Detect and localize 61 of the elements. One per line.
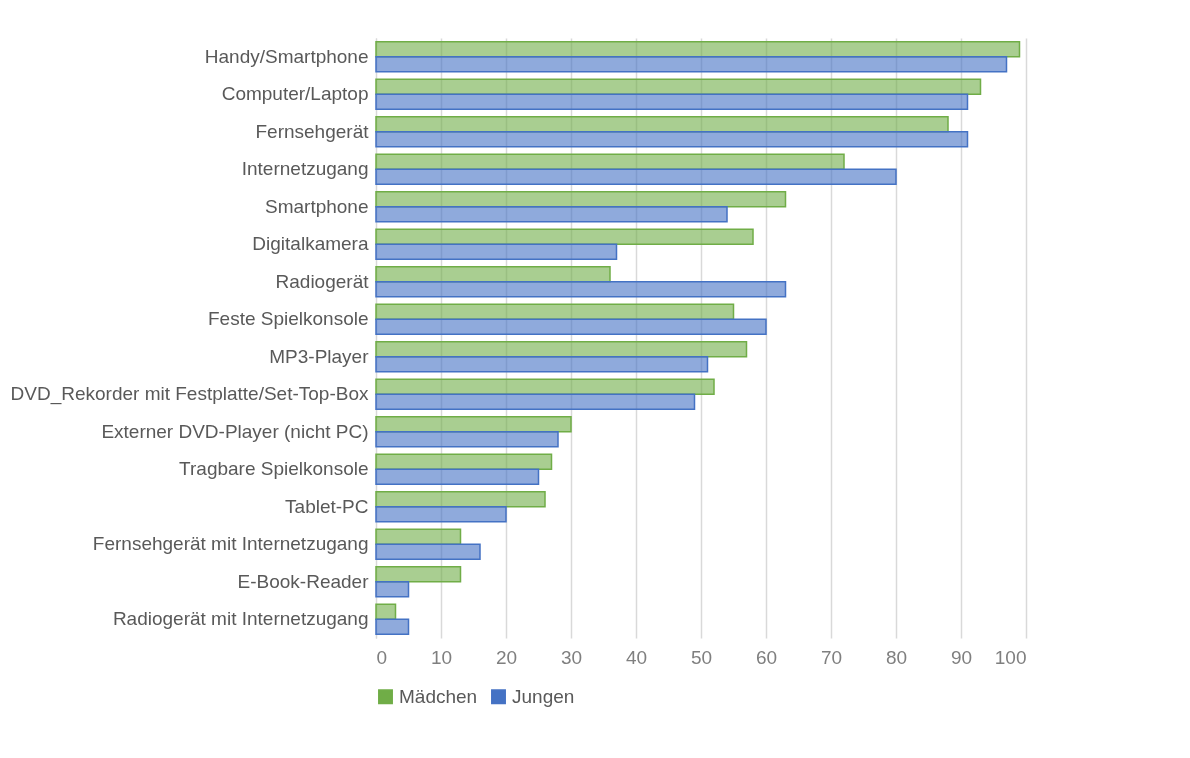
bar <box>375 153 845 170</box>
y-tick-label: Radiogerät mit Internetzugang <box>112 608 369 630</box>
y-tick-label: Smartphone <box>264 195 369 217</box>
x-tick-label: 70 <box>820 646 843 668</box>
bar <box>375 303 735 320</box>
bar <box>375 56 1008 73</box>
bar <box>375 416 572 433</box>
x-tick-label: 0 <box>376 646 388 668</box>
bar <box>375 168 897 185</box>
y-tick-label: Feste Spielkonsole <box>207 308 369 330</box>
bar <box>375 93 969 110</box>
bar <box>375 281 787 298</box>
bar <box>375 468 540 485</box>
y-tick-label: Fernsehgerät mit Internetzugang <box>92 533 369 555</box>
y-tick-label: E-Book-Reader <box>237 570 370 592</box>
x-tick-label: 40 <box>625 646 648 668</box>
bar <box>375 378 715 395</box>
y-tick-label: Tragbare Spielkonsole <box>179 458 369 480</box>
bar <box>375 566 462 583</box>
bar <box>375 581 410 598</box>
bar <box>375 543 481 560</box>
bar <box>375 41 1021 58</box>
x-tick-label: 60 <box>755 646 778 668</box>
y-tick-label: Radiogerät <box>275 270 370 292</box>
bar <box>375 206 728 223</box>
bar <box>375 228 754 245</box>
y-tick-label: Externer DVD-Player (nicht PC) <box>101 420 369 442</box>
bar <box>375 491 546 508</box>
x-tick-label: 30 <box>560 646 583 668</box>
bar <box>375 78 982 95</box>
y-tick-label: Fernsehgerät <box>255 120 370 142</box>
x-tick-label: 50 <box>690 646 713 668</box>
x-tick-label: 10 <box>430 646 453 668</box>
bar <box>375 266 611 283</box>
bar <box>375 431 559 448</box>
legend-label: Mädchen <box>399 685 478 707</box>
bar <box>375 243 618 260</box>
bar <box>375 393 696 410</box>
y-tick-label: Handy/Smartphone <box>204 45 369 67</box>
x-tick-label: 90 <box>950 646 973 668</box>
bar <box>375 603 397 620</box>
bar <box>375 116 949 133</box>
bar <box>375 506 507 523</box>
bar <box>375 341 748 358</box>
y-tick-label: MP3-Player <box>269 345 370 367</box>
bar <box>375 453 553 470</box>
x-tick-label: 20 <box>495 646 518 668</box>
y-tick-label: Computer/Laptop <box>221 83 369 105</box>
y-tick-label: Tablet-PC <box>285 495 369 517</box>
x-tick-label: 80 <box>885 646 908 668</box>
y-tick-label: DVD_Rekorder mit Festplatte/Set-Top-Box <box>10 383 369 406</box>
bar <box>375 191 787 208</box>
bar <box>375 528 462 545</box>
bar <box>375 318 767 335</box>
y-tick-label: Internetzugang <box>241 158 369 180</box>
bar <box>375 131 969 148</box>
y-tick-label: Digitalkamera <box>252 233 369 255</box>
bar <box>375 618 410 635</box>
legend-label: Jungen <box>512 685 575 707</box>
x-tick-label: 100 <box>994 646 1027 668</box>
bar <box>375 356 709 373</box>
